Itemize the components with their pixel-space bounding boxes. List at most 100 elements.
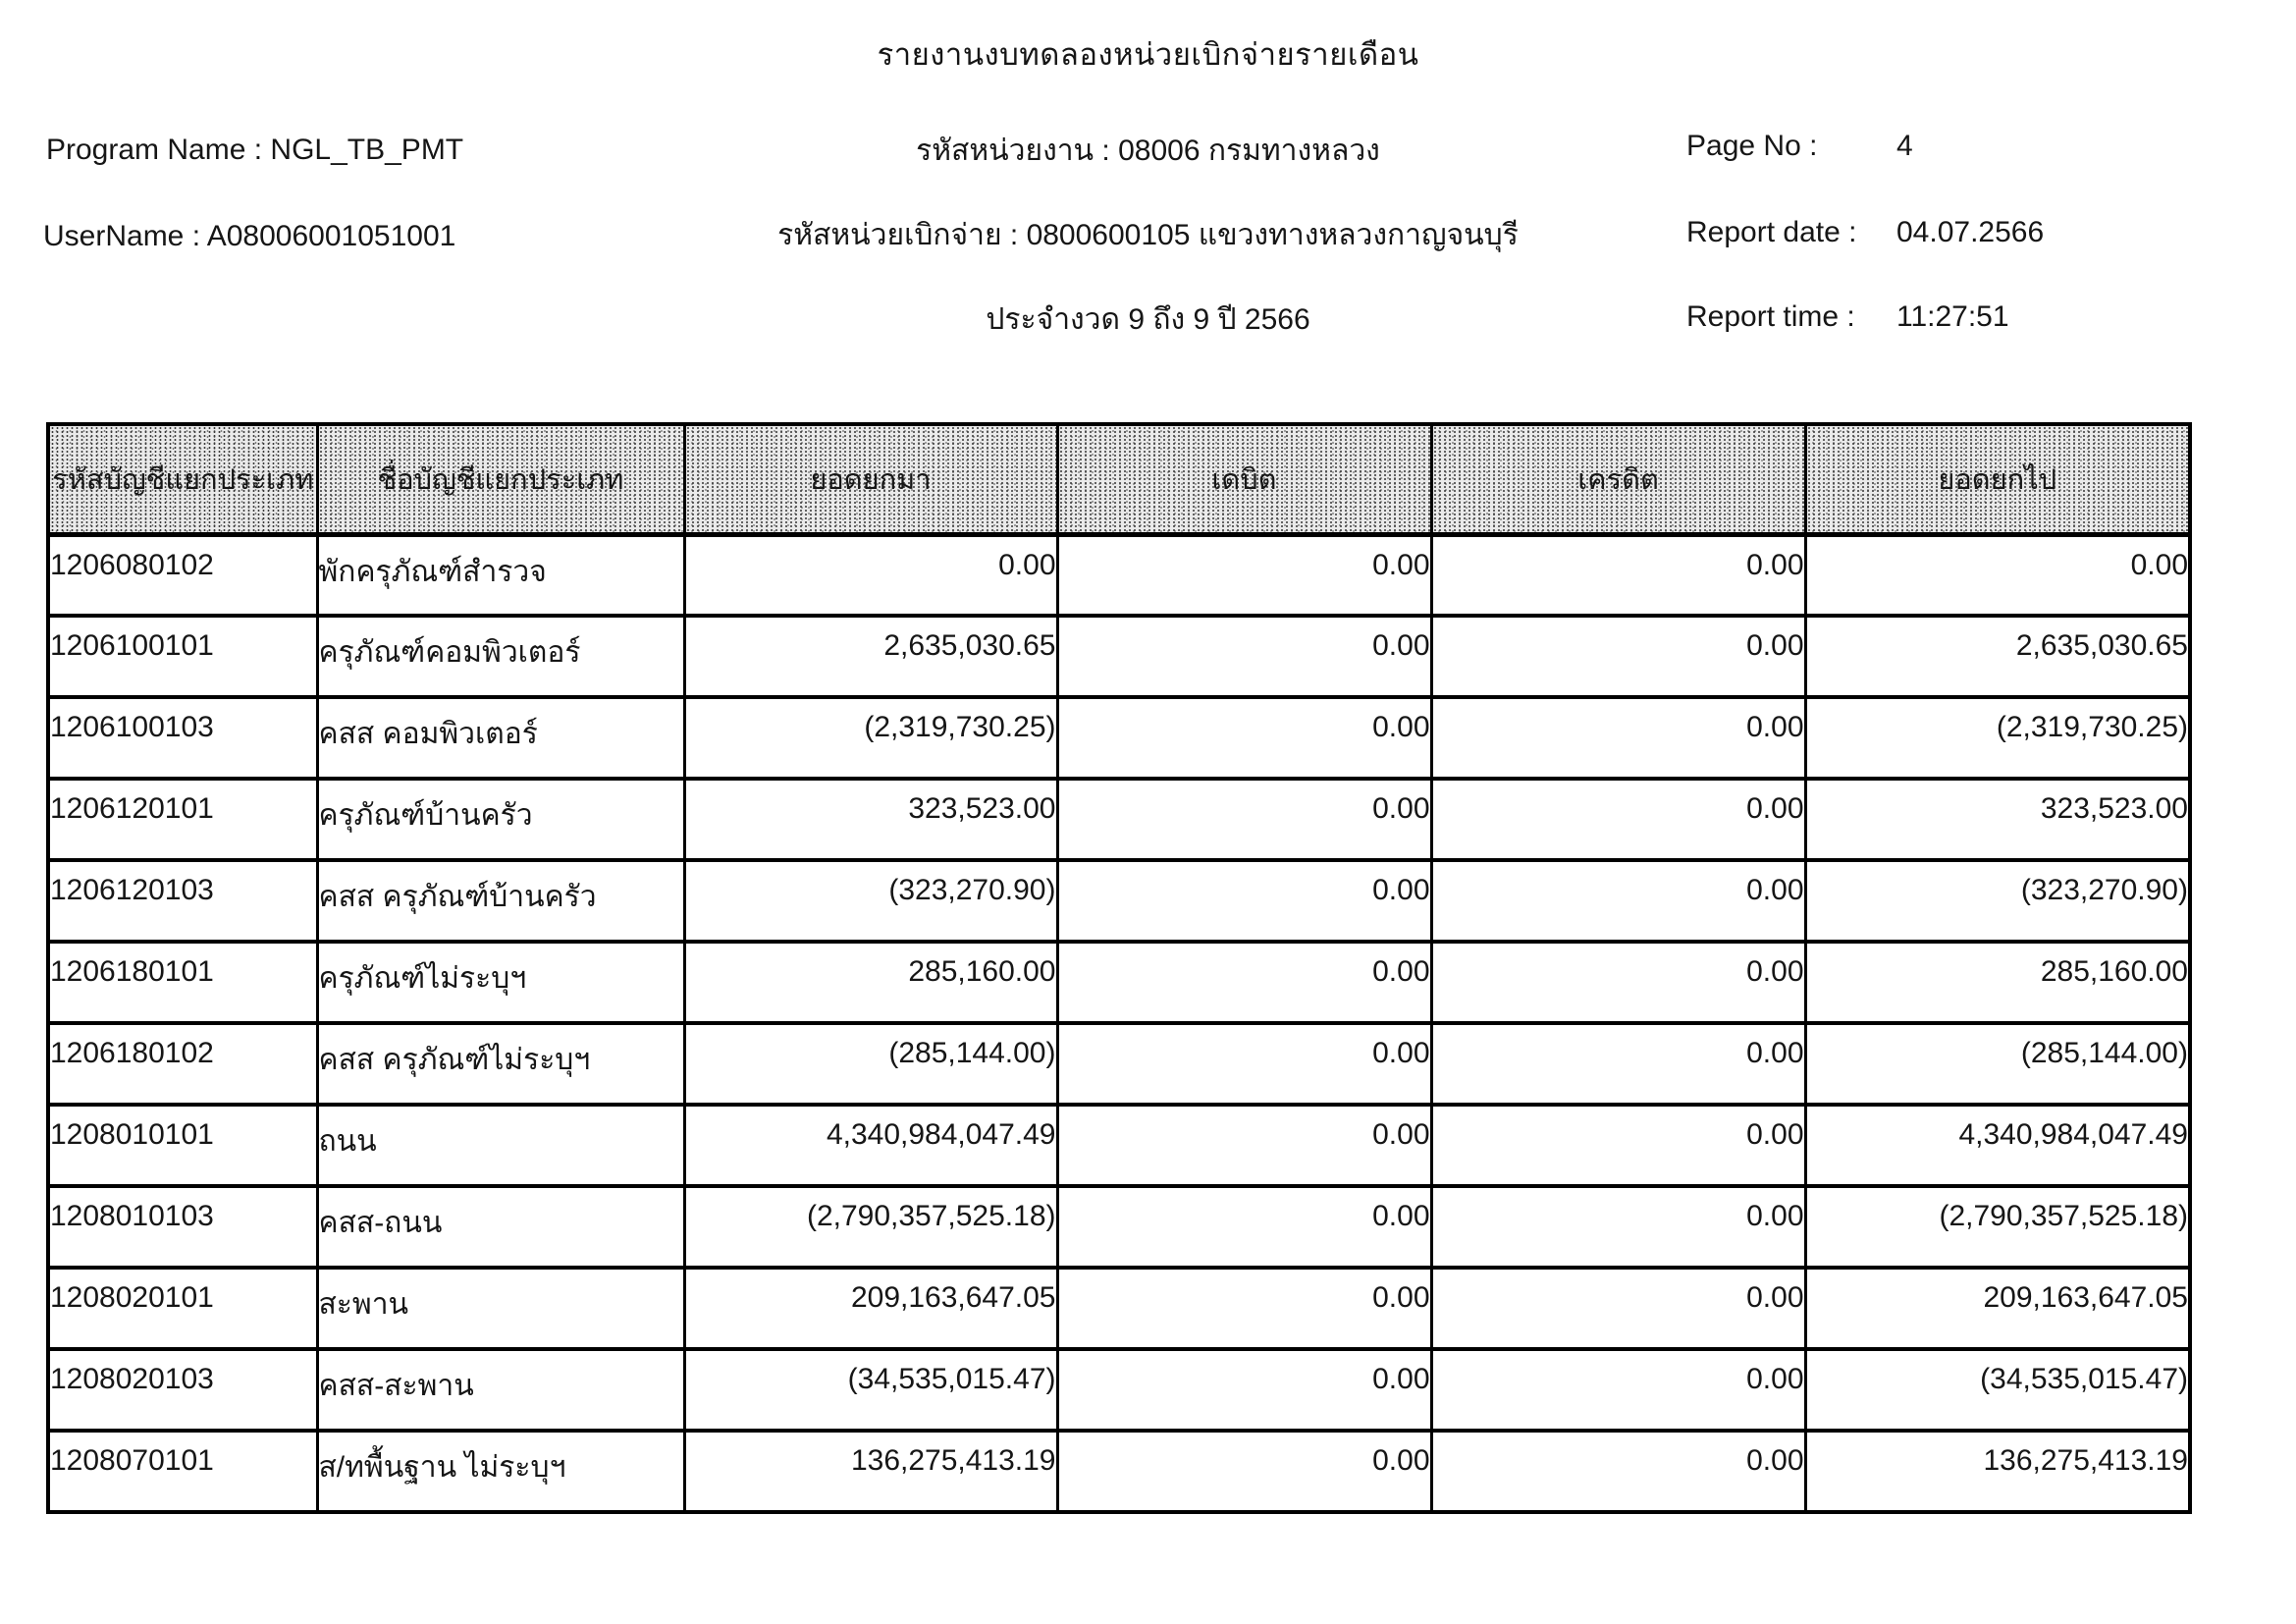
cell-account-code: 1208020101 xyxy=(46,1266,317,1349)
col-header-account-code: รหัสบัญชีแยกประเภท xyxy=(46,424,317,537)
agency-code-line: รหัสหน่วยงาน : 08006 กรมทางหลวง xyxy=(0,128,2296,174)
cell-end-balance: (2,319,730.25) xyxy=(1803,695,2190,779)
table-row: 1208020101 สะพาน 209,163,647.05 0.00 0.0… xyxy=(46,1266,2190,1349)
disbursement-code-line: รหัสหน่วยเบิกจ่าย : 0800600105 แขวงทางหล… xyxy=(0,212,2296,258)
label-separator: : xyxy=(1094,135,1119,167)
cell-account-code: 1206180101 xyxy=(46,940,317,1023)
cell-account-code: 1206120103 xyxy=(46,858,317,942)
cell-account-name: คสส ครุภัณฑ์บ้านครัว xyxy=(315,858,684,942)
cell-end-balance: (34,535,015.47) xyxy=(1803,1347,2190,1431)
col-header-account-name: ชื่อบัญชีแยกประเภท xyxy=(315,424,684,537)
cell-begin-balance: 2,635,030.65 xyxy=(682,614,1057,697)
report-time-value: 11:27:51 xyxy=(1896,300,2009,333)
cell-debit: 0.00 xyxy=(1055,1347,1431,1431)
cell-debit: 0.00 xyxy=(1055,614,1431,697)
cell-begin-balance: (323,270.90) xyxy=(682,858,1057,942)
cell-begin-balance: (285,144.00) xyxy=(682,1021,1057,1105)
cell-debit: 0.00 xyxy=(1055,1266,1431,1349)
cell-account-name: คสส คอมพิวเตอร์ xyxy=(315,695,684,779)
disbursement-code-label: รหัสหน่วยเบิกจ่าย xyxy=(777,219,1002,251)
cell-debit: 0.00 xyxy=(1055,1184,1431,1268)
cell-debit: 0.00 xyxy=(1055,695,1431,779)
cell-account-code: 1208010103 xyxy=(46,1184,317,1268)
table-row: 1206080102 พักครุภัณฑ์สำรวจ 0.00 0.00 0.… xyxy=(46,532,2190,616)
cell-account-name: คสส-ถนน xyxy=(315,1184,684,1268)
cell-debit: 0.00 xyxy=(1055,858,1431,942)
cell-begin-balance: 136,275,413.19 xyxy=(682,1429,1057,1512)
disbursement-code-value: 0800600105 แขวงทางหลวงกาญจนบุรี xyxy=(1026,219,1519,251)
table-row: 1206180102 คสส ครุภัณฑ์ไม่ระบุฯ (285,144… xyxy=(46,1021,2190,1105)
table-row: 1208010103 คสส-ถนน (2,790,357,525.18) 0.… xyxy=(46,1184,2190,1268)
cell-credit: 0.00 xyxy=(1429,695,1805,779)
cell-credit: 0.00 xyxy=(1429,1021,1805,1105)
program-name-label: Program Name xyxy=(46,134,246,166)
cell-credit: 0.00 xyxy=(1429,1429,1805,1512)
cell-account-name: สะพาน xyxy=(315,1266,684,1349)
trial-balance-table: รหัสบัญชีแยกประเภท ชื่อบัญชีแยกประเภท ยอ… xyxy=(46,422,2192,1514)
cell-account-name: ครุภัณฑ์บ้านครัว xyxy=(315,777,684,860)
cell-begin-balance: (34,535,015.47) xyxy=(682,1347,1057,1431)
cell-begin-balance: 4,340,984,047.49 xyxy=(682,1103,1057,1186)
table-row: 1206100103 คสส คอมพิวเตอร์ (2,319,730.25… xyxy=(46,695,2190,779)
cell-end-balance: 2,635,030.65 xyxy=(1803,614,2190,697)
report-date-label: Report date : xyxy=(1686,216,1857,248)
label-separator: : xyxy=(245,134,271,166)
cell-end-balance: (2,790,357,525.18) xyxy=(1803,1184,2190,1268)
cell-credit: 0.00 xyxy=(1429,858,1805,942)
col-header-debit: เดบิต xyxy=(1055,424,1431,537)
col-header-credit: เครดิต xyxy=(1429,424,1805,537)
cell-end-balance: 285,160.00 xyxy=(1803,940,2190,1023)
table-row: 1206100101 ครุภัณฑ์คอมพิวเตอร์ 2,635,030… xyxy=(46,614,2190,697)
table-header-row: รหัสบัญชีแยกประเภท ชื่อบัญชีแยกประเภท ยอ… xyxy=(46,424,2190,537)
username-label: UserName xyxy=(43,220,185,252)
cell-debit: 0.00 xyxy=(1055,532,1431,616)
cell-end-balance: 0.00 xyxy=(1803,532,2190,616)
cell-end-balance: (285,144.00) xyxy=(1803,1021,2190,1105)
cell-account-name: คสส-สะพาน xyxy=(315,1347,684,1431)
cell-debit: 0.00 xyxy=(1055,1103,1431,1186)
table-row: 1206120103 คสส ครุภัณฑ์บ้านครัว (323,270… xyxy=(46,858,2190,942)
cell-account-name: พักครุภัณฑ์สำรวจ xyxy=(315,532,684,616)
cell-account-name: ถนน xyxy=(315,1103,684,1186)
cell-account-code: 1206120101 xyxy=(46,777,317,860)
cell-debit: 0.00 xyxy=(1055,940,1431,1023)
cell-credit: 0.00 xyxy=(1429,614,1805,697)
period-line: ประจำงวด 9 ถึง 9 ปี 2566 xyxy=(986,303,1310,336)
page-no-label: Page No : xyxy=(1686,130,1818,162)
cell-account-code: 1206080102 xyxy=(46,532,317,616)
label-separator: : xyxy=(184,220,207,252)
cell-debit: 0.00 xyxy=(1055,1021,1431,1105)
cell-end-balance: 323,523.00 xyxy=(1803,777,2190,860)
cell-credit: 0.00 xyxy=(1429,1347,1805,1431)
cell-account-code: 1208010101 xyxy=(46,1103,317,1186)
cell-account-code: 1208070101 xyxy=(46,1429,317,1512)
cell-begin-balance: 323,523.00 xyxy=(682,777,1057,860)
table-row: 1208010101 ถนน 4,340,984,047.49 0.00 0.0… xyxy=(46,1103,2190,1186)
cell-begin-balance: 209,163,647.05 xyxy=(682,1266,1057,1349)
cell-account-code: 1206100101 xyxy=(46,614,317,697)
cell-account-code: 1206100103 xyxy=(46,695,317,779)
cell-account-code: 1206180102 xyxy=(46,1021,317,1105)
cell-credit: 0.00 xyxy=(1429,1103,1805,1186)
cell-account-name: ครุภัณฑ์ไม่ระบุฯ xyxy=(315,940,684,1023)
cell-account-code: 1208020103 xyxy=(46,1347,317,1431)
cell-end-balance: 209,163,647.05 xyxy=(1803,1266,2190,1349)
cell-credit: 0.00 xyxy=(1429,1266,1805,1349)
table-row: 1208070101 ส/ทพื้นฐาน ไม่ระบุฯ 136,275,4… xyxy=(46,1429,2190,1512)
trial-balance-body: 1206080102 พักครุภัณฑ์สำรวจ 0.00 0.00 0.… xyxy=(46,532,2190,1512)
cell-end-balance: 136,275,413.19 xyxy=(1803,1429,2190,1512)
report-date-value: 04.07.2566 xyxy=(1896,216,2045,248)
cell-debit: 0.00 xyxy=(1055,777,1431,860)
label-separator: : xyxy=(1001,219,1027,251)
username-value: A08006001051001 xyxy=(206,220,456,252)
cell-end-balance: 4,340,984,047.49 xyxy=(1803,1103,2190,1186)
table-row: 1208020103 คสส-สะพาน (34,535,015.47) 0.0… xyxy=(46,1347,2190,1431)
cell-credit: 0.00 xyxy=(1429,1184,1805,1268)
table-row: 1206120101 ครุภัณฑ์บ้านครัว 323,523.00 0… xyxy=(46,777,2190,860)
cell-credit: 0.00 xyxy=(1429,532,1805,616)
cell-end-balance: (323,270.90) xyxy=(1803,858,2190,942)
cell-debit: 0.00 xyxy=(1055,1429,1431,1512)
col-header-begin-balance: ยอดยกมา xyxy=(682,424,1057,537)
cell-begin-balance: 285,160.00 xyxy=(682,940,1057,1023)
